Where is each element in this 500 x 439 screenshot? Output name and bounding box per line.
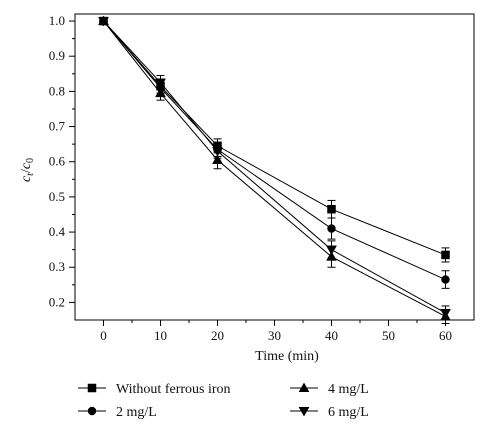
square-marker [441, 250, 450, 260]
x-tick-label: 30 [268, 328, 281, 343]
y-tick-label: 0.9 [49, 48, 65, 63]
triangle-down-marker [298, 407, 310, 417]
legend-label: 6 mg/L [328, 405, 369, 420]
x-tick-label: 20 [211, 328, 224, 343]
x-tick-label: 0 [100, 328, 107, 343]
triangle-up-marker [298, 382, 310, 392]
legend: Without ferrous iron 2 mg/L 4 mg/L 6 mg/L [78, 382, 369, 420]
circle-marker [441, 275, 450, 284]
x-tick-label: 60 [439, 328, 452, 343]
triangle-down-marker [155, 78, 166, 89]
series-triangle-up [98, 15, 451, 325]
x-tick-label: 10 [154, 328, 167, 343]
legend-item: 2 mg/L [78, 405, 157, 420]
y-tick-label: 0.5 [49, 189, 65, 204]
x-axis-title: Time (min) [255, 349, 319, 364]
legend-label: 2 mg/L [116, 405, 157, 420]
circle-marker [87, 406, 97, 416]
x-tick-label: 50 [382, 328, 395, 343]
series-circle [99, 16, 450, 289]
y-tick-label: 0.2 [49, 294, 65, 309]
legend-item: Without ferrous iron [78, 382, 231, 397]
legend-item: 4 mg/L [290, 382, 369, 397]
series-triangle-down [98, 17, 451, 321]
y-tick-label: 0.8 [49, 83, 65, 98]
square-marker [327, 204, 336, 214]
series-line [103, 20, 446, 281]
triangle-down-marker [440, 308, 451, 319]
triangle-up-marker [155, 87, 166, 98]
y-tick-label: 1.0 [49, 13, 65, 28]
triangle-up-marker [212, 154, 223, 164]
y-tick-label: 0.3 [49, 259, 65, 274]
series-square [99, 16, 450, 263]
triangle-down-marker [212, 147, 223, 157]
series-line [103, 20, 446, 256]
series-line [103, 20, 446, 317]
square-marker [87, 383, 97, 393]
legend-label: 4 mg/L [328, 382, 369, 397]
circle-marker [327, 224, 336, 233]
series-line [103, 20, 446, 314]
y-axis-ticks: 0.2 0.3 0.4 0.5 0.6 0.7 0.8 0.9 1.0 [49, 13, 75, 309]
x-axis-ticks: 0 10 20 30 40 50 60 [100, 320, 452, 343]
y-axis-title: ct/c0 [19, 158, 36, 182]
triangle-down-marker [326, 245, 337, 256]
y-tick-label: 0.4 [49, 224, 66, 239]
legend-label: Without ferrous iron [116, 382, 231, 397]
y-tick-label: 0.6 [49, 154, 66, 169]
x-tick-label: 40 [325, 328, 338, 343]
triangle-down-marker [98, 17, 109, 27]
legend-item: 6 mg/L [290, 405, 369, 420]
series-layer [98, 15, 451, 325]
y-tick-label: 0.7 [49, 119, 66, 134]
